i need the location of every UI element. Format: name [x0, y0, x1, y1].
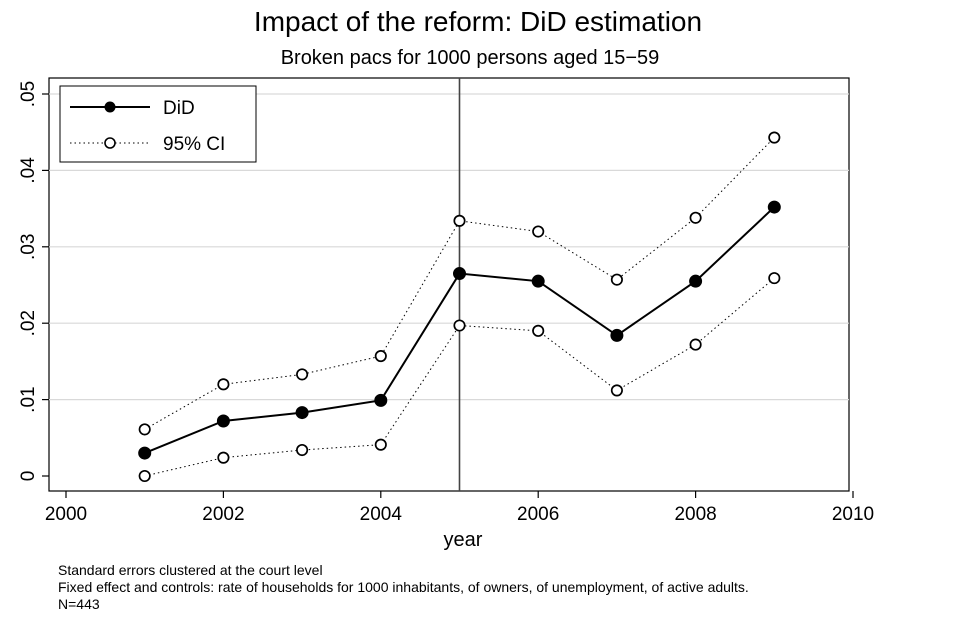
- series-0-point-3: [374, 393, 388, 407]
- legend-marker-did: [104, 101, 116, 113]
- chart-subtitle: Broken pacs for 1000 persons aged 15−59: [281, 47, 660, 69]
- y-tick-label-2: .02: [18, 310, 39, 336]
- series-line-1: [144, 137, 775, 430]
- plot-frame: [48, 77, 850, 492]
- series-0-point-6: [610, 328, 624, 342]
- note-line-2: Fixed effect and controls: rate of house…: [58, 579, 749, 595]
- legend-label-ci: 95% CI: [163, 134, 225, 155]
- series-0-point-4: [453, 267, 466, 281]
- y-tick-label-4: .04: [18, 157, 39, 184]
- note-line-3: N=443: [58, 596, 100, 612]
- x-tick-label-0: 2000: [45, 504, 87, 525]
- x-tick-label-5: 2010: [832, 504, 874, 525]
- series-2-point-2: [296, 443, 309, 457]
- series-2-point-7: [689, 338, 702, 351]
- series-0-point-7: [689, 274, 703, 288]
- series-1-point-6: [610, 273, 623, 286]
- series-1-point-8: [768, 131, 781, 144]
- series-0-point-2: [295, 406, 309, 420]
- series-1-point-7: [689, 211, 702, 224]
- series-0-point-0: [138, 446, 152, 460]
- series-1-point-3: [374, 350, 387, 363]
- x-tick-label-4: 2008: [674, 504, 716, 525]
- y-tick-label-0: 0: [18, 471, 39, 482]
- series-1-point-0: [138, 423, 151, 436]
- legend-marker-ci: [104, 137, 116, 149]
- series-1-point-1: [217, 378, 230, 391]
- legend: DiD 95% CI: [59, 85, 257, 163]
- series-2-point-6: [610, 384, 623, 397]
- series-2-point-5: [532, 324, 545, 337]
- legend-box: [59, 85, 257, 163]
- series-2-point-8: [768, 272, 781, 285]
- series-2-point-3: [374, 438, 387, 451]
- y-tick-label-1: .01: [18, 386, 39, 412]
- x-axis-label: year: [444, 529, 483, 551]
- x-tick-label-3: 2006: [517, 504, 559, 525]
- x-tick-label-2: 2004: [360, 504, 403, 525]
- y-tick-label-5: .05: [18, 81, 39, 107]
- note-line-1: Standard errors clustered at the court l…: [58, 562, 323, 578]
- series-1-point-2: [296, 368, 309, 381]
- series-0-point-5: [531, 274, 545, 288]
- series-2-point-4: [453, 319, 466, 332]
- axes-group: 0 .01 .02 .03 .04 .05 2000 2002 2004 2006 2008 2010: [18, 81, 874, 525]
- series-1-point-4: [453, 214, 466, 227]
- legend-label-did: DiD: [163, 98, 195, 119]
- series-group: [138, 131, 781, 483]
- series-2-point-0: [138, 469, 151, 483]
- series-0-point-8: [767, 200, 781, 214]
- y-tick-label-3: .03: [18, 234, 39, 260]
- series-1-point-5: [532, 225, 545, 238]
- series-0-point-1: [216, 414, 230, 428]
- chart-title: Impact of the reform: DiD estimation: [254, 6, 702, 37]
- series-2-point-1: [217, 451, 230, 464]
- x-tick-label-1: 2002: [202, 504, 244, 525]
